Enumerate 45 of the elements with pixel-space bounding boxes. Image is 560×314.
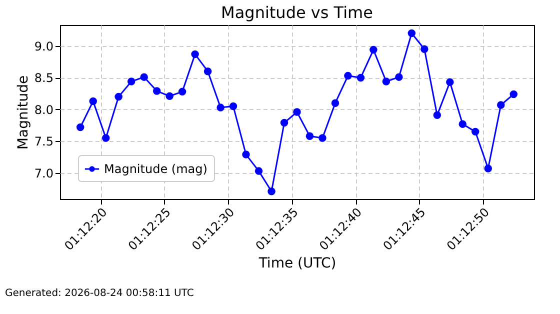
point	[395, 73, 403, 81]
y-tick-label: 7.0	[34, 166, 54, 180]
point	[191, 50, 199, 58]
point	[318, 134, 326, 142]
point	[280, 118, 288, 127]
point	[306, 132, 314, 140]
chart-title: Magnitude vs Time	[221, 3, 373, 22]
point	[497, 101, 505, 109]
point	[344, 72, 352, 80]
point	[331, 99, 340, 107]
point	[166, 92, 174, 100]
legend-label: Magnitude (mag)	[104, 162, 208, 176]
y-tick-label: 8.0	[34, 102, 54, 117]
y-tick-label: 8.5	[34, 71, 54, 86]
point	[420, 45, 428, 53]
point	[433, 111, 442, 120]
point	[268, 188, 276, 196]
point	[242, 150, 250, 158]
point	[472, 128, 480, 136]
point	[127, 78, 136, 86]
x-axis-title: Time (UTC)	[258, 255, 336, 272]
point	[140, 73, 148, 81]
point	[152, 87, 161, 95]
point	[458, 120, 466, 128]
point	[229, 102, 238, 110]
point	[216, 104, 224, 112]
point	[408, 29, 416, 38]
point	[484, 164, 492, 172]
point	[382, 78, 390, 86]
y-tick-label: 9.0	[34, 39, 54, 54]
point	[204, 67, 212, 76]
point	[293, 108, 301, 116]
text: Generated: 2026-08-24 00:58:11 UTC	[5, 288, 194, 299]
point	[510, 90, 518, 98]
y-axis-title: Magnitude	[15, 75, 32, 150]
point	[89, 97, 97, 106]
point	[76, 123, 84, 132]
point	[114, 92, 122, 101]
point	[370, 46, 378, 54]
point	[356, 74, 365, 82]
point	[446, 78, 454, 86]
point	[254, 167, 263, 175]
y-tick-label: 7.5	[34, 134, 54, 149]
point	[102, 134, 110, 142]
point	[178, 88, 186, 96]
